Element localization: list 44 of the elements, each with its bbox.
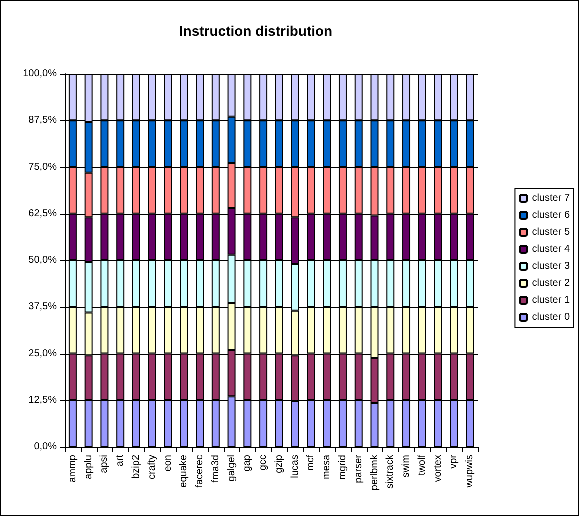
legend-label: cluster 6 [532, 210, 570, 221]
x-tick-label: ammp [67, 454, 78, 483]
chart-title: Instruction distribution [179, 23, 333, 39]
x-tick-label: sixtrack [385, 454, 396, 489]
x-tick-label: wupwis [464, 455, 476, 489]
legend-label: cluster 4 [532, 244, 570, 255]
x-tick-label: gzip [274, 454, 285, 474]
legend-label: cluster 3 [532, 261, 570, 272]
x-tick-label: apsi [99, 455, 110, 474]
x-tick-label: mcf [306, 454, 317, 472]
y-tick-label: 50,0% [28, 255, 58, 266]
x-tick-label: parser [353, 454, 364, 484]
legend-label: cluster 0 [532, 312, 570, 323]
x-tick-label: bzip2 [130, 454, 142, 479]
y-tick-label: 0,0% [34, 442, 58, 452]
legend-label: cluster 5 [532, 227, 570, 238]
y-tick-label: 37,5% [28, 302, 58, 313]
x-tick-label: equake [178, 454, 190, 488]
x-tick-label: applu [83, 455, 94, 480]
x-tick-label: lucas [290, 455, 301, 478]
x-tick-label: crafty [146, 455, 158, 480]
x-tick-label: eon [162, 455, 174, 472]
y-tick-label: 62,5% [28, 208, 58, 220]
x-tick-label: swim [401, 455, 412, 478]
x-tick-label: facerec [194, 455, 206, 488]
x-tick-label: mesa [322, 454, 333, 480]
y-tick-label: 87,5% [28, 115, 58, 126]
x-tick-label: galgel [226, 455, 238, 482]
x-tick-label: gcc [258, 455, 270, 471]
legend-label: cluster 1 [532, 295, 570, 306]
x-tick-label: fma3d [210, 455, 222, 483]
legend-label: cluster 2 [532, 278, 570, 289]
x-tick-label: twolf [416, 454, 428, 476]
y-tick-label: 12,5% [28, 394, 58, 406]
y-tick-label: 25,0% [28, 348, 58, 360]
y-tick-label: 75,0% [28, 162, 58, 173]
x-tick-label: mgrid [337, 455, 348, 480]
y-tick-label: 100,0% [23, 68, 58, 80]
x-tick-label: gap [242, 454, 254, 472]
x-tick-label: vpr [448, 454, 460, 469]
x-tick-label: art [115, 454, 126, 467]
x-tick-label: perlbmk [369, 454, 380, 491]
x-tick-label: vortex [432, 455, 444, 482]
legend-label: cluster 7 [532, 193, 570, 204]
